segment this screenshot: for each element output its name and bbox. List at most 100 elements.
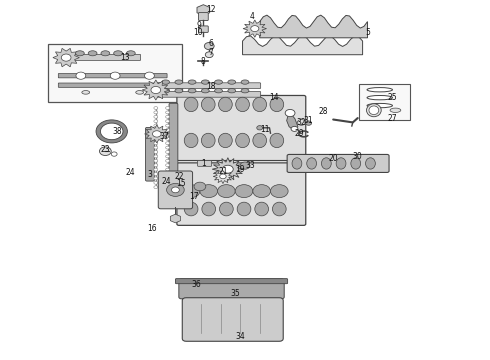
Circle shape — [285, 109, 295, 117]
Circle shape — [194, 182, 206, 191]
Circle shape — [154, 186, 158, 189]
FancyBboxPatch shape — [177, 95, 306, 161]
FancyBboxPatch shape — [146, 127, 154, 181]
Text: 15: 15 — [176, 179, 186, 188]
Polygon shape — [53, 48, 79, 67]
Circle shape — [166, 177, 170, 180]
Text: 31: 31 — [304, 116, 314, 125]
Ellipse shape — [270, 97, 284, 112]
FancyBboxPatch shape — [198, 13, 208, 21]
Ellipse shape — [188, 89, 196, 93]
Ellipse shape — [201, 133, 215, 148]
Circle shape — [166, 111, 170, 114]
Ellipse shape — [202, 202, 216, 216]
Ellipse shape — [82, 91, 90, 94]
Circle shape — [154, 159, 158, 162]
Circle shape — [235, 185, 253, 198]
Ellipse shape — [307, 158, 317, 169]
Polygon shape — [243, 36, 363, 55]
Circle shape — [154, 120, 158, 123]
Circle shape — [99, 147, 111, 156]
Ellipse shape — [367, 103, 392, 108]
Ellipse shape — [88, 51, 97, 56]
FancyBboxPatch shape — [156, 83, 261, 89]
FancyBboxPatch shape — [58, 73, 167, 78]
Ellipse shape — [114, 51, 122, 56]
Circle shape — [166, 138, 170, 140]
Polygon shape — [260, 15, 368, 38]
Ellipse shape — [367, 87, 392, 92]
Polygon shape — [287, 112, 298, 130]
Text: 3: 3 — [147, 170, 152, 179]
Text: 29: 29 — [294, 129, 304, 138]
Circle shape — [222, 165, 233, 173]
Text: 7: 7 — [208, 48, 213, 57]
Circle shape — [166, 159, 170, 162]
Ellipse shape — [136, 91, 144, 94]
Text: 20: 20 — [328, 154, 338, 163]
Circle shape — [166, 115, 170, 118]
Text: 33: 33 — [245, 161, 255, 170]
Text: 32: 32 — [296, 118, 306, 127]
Circle shape — [154, 115, 158, 118]
Ellipse shape — [255, 202, 269, 216]
Ellipse shape — [175, 89, 183, 93]
Ellipse shape — [188, 80, 196, 84]
Ellipse shape — [215, 89, 222, 93]
Circle shape — [166, 120, 170, 123]
FancyBboxPatch shape — [169, 103, 178, 192]
Text: 23: 23 — [100, 145, 110, 154]
Ellipse shape — [184, 202, 198, 216]
Circle shape — [220, 174, 226, 179]
Circle shape — [166, 129, 170, 131]
Circle shape — [166, 181, 170, 184]
Ellipse shape — [201, 97, 215, 112]
Circle shape — [166, 107, 170, 109]
Circle shape — [253, 185, 270, 198]
Text: 6: 6 — [208, 39, 213, 48]
Text: 8: 8 — [201, 57, 206, 66]
Text: 12: 12 — [206, 4, 216, 13]
Ellipse shape — [75, 51, 84, 56]
Ellipse shape — [351, 158, 361, 169]
Circle shape — [154, 168, 158, 171]
Circle shape — [154, 138, 158, 140]
FancyBboxPatch shape — [179, 279, 284, 299]
Circle shape — [154, 146, 158, 149]
Circle shape — [166, 172, 170, 175]
FancyBboxPatch shape — [175, 279, 288, 284]
Circle shape — [152, 131, 161, 137]
Ellipse shape — [321, 158, 331, 169]
FancyBboxPatch shape — [198, 26, 208, 32]
Circle shape — [166, 168, 170, 171]
Ellipse shape — [101, 51, 110, 56]
Circle shape — [251, 26, 259, 32]
Circle shape — [154, 164, 158, 167]
Circle shape — [154, 124, 158, 127]
Ellipse shape — [219, 97, 232, 112]
Ellipse shape — [184, 133, 198, 148]
Text: 28: 28 — [318, 107, 328, 116]
Ellipse shape — [201, 80, 209, 84]
Text: 24: 24 — [162, 177, 172, 186]
Text: 37: 37 — [159, 132, 169, 141]
Polygon shape — [212, 158, 244, 181]
Ellipse shape — [162, 89, 170, 93]
Circle shape — [166, 146, 170, 149]
Ellipse shape — [219, 133, 232, 148]
Text: 38: 38 — [113, 127, 122, 136]
Circle shape — [172, 187, 179, 193]
Ellipse shape — [228, 89, 236, 93]
Circle shape — [240, 162, 250, 169]
Polygon shape — [243, 20, 267, 37]
Text: 24: 24 — [125, 168, 135, 177]
Text: 5: 5 — [365, 28, 370, 37]
Text: 17: 17 — [189, 192, 198, 201]
FancyBboxPatch shape — [58, 83, 167, 87]
Circle shape — [110, 72, 120, 79]
Ellipse shape — [228, 80, 236, 84]
Polygon shape — [142, 80, 170, 100]
Text: 13: 13 — [120, 53, 130, 62]
FancyBboxPatch shape — [287, 154, 389, 172]
Ellipse shape — [241, 80, 249, 84]
